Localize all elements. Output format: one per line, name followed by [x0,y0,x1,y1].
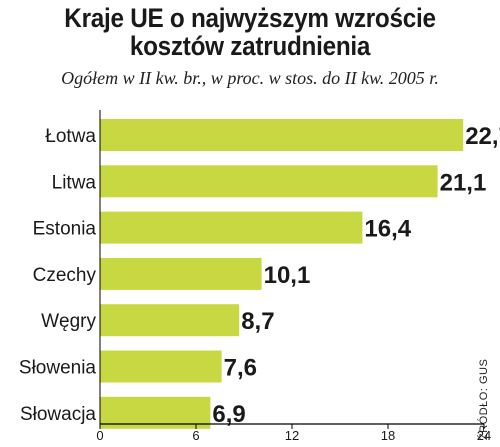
chart-title-line-2: kosztów zatrudnienia [129,31,371,61]
x-tick-label: 12 [285,428,299,443]
bar-1 [100,119,464,151]
chart-title: Kraje UE o najwyższym wzroście kosztów z… [25,4,475,60]
x-axis: 0 6 12 18 24 [96,110,491,443]
value-label: 6,9 [212,401,245,428]
x-tick-label: 6 [192,428,199,443]
x-tick-label: 18 [381,428,395,443]
category-label: Litwa [52,172,97,193]
bars-group: Łotwa 22,7 Litwa 21,1 Estonia 16,4 Czechy 10,1 W… [19,119,500,429]
value-label: 21,1 [440,169,487,196]
value-label: 10,1 [264,262,311,289]
x-tick-label: 24 [477,428,491,443]
value-label: 7,6 [224,355,257,382]
chart-title-line-1: Kraje UE o najwyższym wzroście [64,3,436,33]
chart-subtitle: Ogółem w II kw. br., w proc. w stos. do … [61,68,439,88]
category-label: Czechy [33,265,97,286]
x-tick-label: 0 [96,428,103,443]
value-label: 8,7 [241,308,274,335]
category-label: Estonia [33,219,97,240]
bar-4 [100,257,262,290]
category-label: Węgry [41,311,96,332]
category-label: Słowacja [20,404,96,425]
value-label: 16,4 [364,216,411,243]
category-label: Słowenia [19,358,97,379]
bar-2 [100,165,438,198]
category-label: Łotwa [45,126,96,147]
source-note: ŹRÓDŁO: GUS [478,358,490,440]
bar-6 [100,350,222,383]
bar-5 [100,304,240,337]
bar-3 [100,211,363,244]
value-label: 22,7 [465,123,500,150]
